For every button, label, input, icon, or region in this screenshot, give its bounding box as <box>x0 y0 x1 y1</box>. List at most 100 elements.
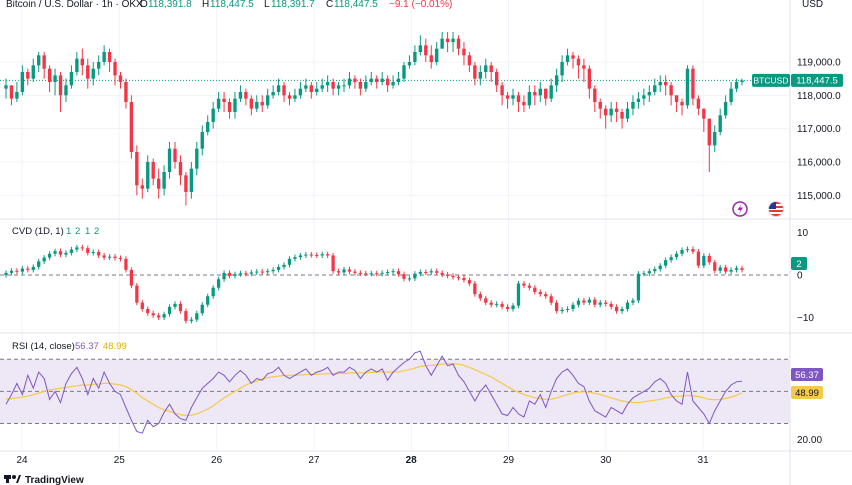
cvd-candle <box>238 270 243 277</box>
time-tick-25: 25 <box>114 455 126 466</box>
cvd-candle <box>729 267 733 275</box>
tradingview-logo-icon[interactable] <box>4 475 21 483</box>
cvd-candle <box>489 300 493 308</box>
candle <box>582 58 586 82</box>
candle <box>216 92 221 112</box>
cvd-candle <box>696 249 701 269</box>
candle <box>587 65 592 99</box>
rsi-series <box>0 350 790 434</box>
cvd-badge: 2 <box>796 259 801 270</box>
candle <box>80 48 85 76</box>
cvd-candle <box>124 256 128 273</box>
candle <box>620 108 624 129</box>
cvd-candle <box>538 289 542 297</box>
cvd-candle <box>304 252 308 258</box>
candle <box>86 58 90 89</box>
price-badge-symbol: BTCUSD <box>754 75 789 85</box>
candle <box>554 68 559 92</box>
cvd-tick: −10 <box>797 313 814 324</box>
cvd-candle <box>4 270 8 278</box>
time-tick-26: 26 <box>211 455 223 466</box>
cvd-candle <box>473 280 477 297</box>
candle <box>729 82 733 106</box>
candle <box>124 78 128 109</box>
candle <box>691 65 695 106</box>
cvd-badge-bg <box>791 257 807 270</box>
cvd-candle <box>211 285 215 299</box>
cvd-candle <box>680 247 684 257</box>
candle <box>500 82 504 106</box>
candle <box>516 92 521 112</box>
cvd-candle <box>151 310 155 318</box>
flag-us-icon[interactable] <box>768 201 784 217</box>
candle <box>609 102 613 122</box>
cvd-candle <box>375 270 379 277</box>
candle <box>15 82 19 102</box>
cvd-candle <box>173 301 177 310</box>
candle <box>91 62 95 86</box>
candle <box>53 68 57 96</box>
cvd-candle <box>320 251 324 258</box>
flash-icon[interactable] <box>732 201 748 217</box>
cvd-candle <box>195 310 199 323</box>
candle <box>489 62 493 82</box>
candle <box>31 58 35 82</box>
cvd-candle <box>244 270 248 277</box>
candle <box>527 85 532 109</box>
time-tick-27: 27 <box>308 455 320 466</box>
cvd-candle <box>713 259 717 274</box>
rsi-label: RSI (14, close) <box>12 341 75 352</box>
cvd-candle <box>511 303 515 312</box>
cvd-candle <box>369 270 373 277</box>
cvd-candle <box>15 268 19 275</box>
cvd-candle <box>9 268 14 276</box>
cvd-candle <box>429 268 433 275</box>
candle <box>424 38 428 62</box>
candle <box>118 72 123 89</box>
candle <box>734 78 739 92</box>
candle <box>494 68 499 92</box>
cvd-candle <box>326 251 330 258</box>
cvd-candle <box>167 304 172 317</box>
candle <box>614 102 619 122</box>
candle <box>195 142 199 176</box>
cvd-candle <box>647 268 651 276</box>
candle <box>26 68 30 86</box>
candle <box>249 95 254 116</box>
candle <box>642 88 646 106</box>
time-tick-31: 31 <box>698 455 710 466</box>
price-badge-value: 118,447.5 <box>796 75 838 86</box>
ohlc-close: 118,447.5 <box>334 0 378 10</box>
candle <box>293 88 297 102</box>
cvd-candle <box>347 266 352 275</box>
cvd-candle <box>113 254 117 261</box>
candle <box>364 75 368 92</box>
cvd-series <box>0 244 790 324</box>
candle <box>315 82 319 96</box>
candle <box>544 88 548 106</box>
candle <box>402 62 406 82</box>
cvd-candle <box>674 251 679 260</box>
cvd-tick: 0 <box>797 271 803 282</box>
cvd-candle <box>467 277 472 287</box>
candle <box>276 78 281 96</box>
candle <box>102 45 106 66</box>
ohlc-high: 118,447.5 <box>210 0 254 10</box>
cvd-candle <box>544 291 548 299</box>
cvd-candle <box>47 251 52 261</box>
cvd-candle <box>20 266 24 275</box>
cvd-candle <box>200 302 204 316</box>
cvd-candle <box>276 264 281 273</box>
candle <box>9 85 14 106</box>
ohlc-close-label: C <box>326 0 333 10</box>
cvd-candle <box>69 246 74 256</box>
candle <box>435 42 439 66</box>
cvd-candle <box>146 306 150 316</box>
rsi-value: 56.37 <box>75 341 99 352</box>
candle <box>375 75 379 89</box>
candle <box>636 92 641 109</box>
cvd-candle <box>707 253 711 265</box>
price-candles <box>4 32 744 206</box>
candle <box>674 95 679 112</box>
candle <box>696 95 701 116</box>
